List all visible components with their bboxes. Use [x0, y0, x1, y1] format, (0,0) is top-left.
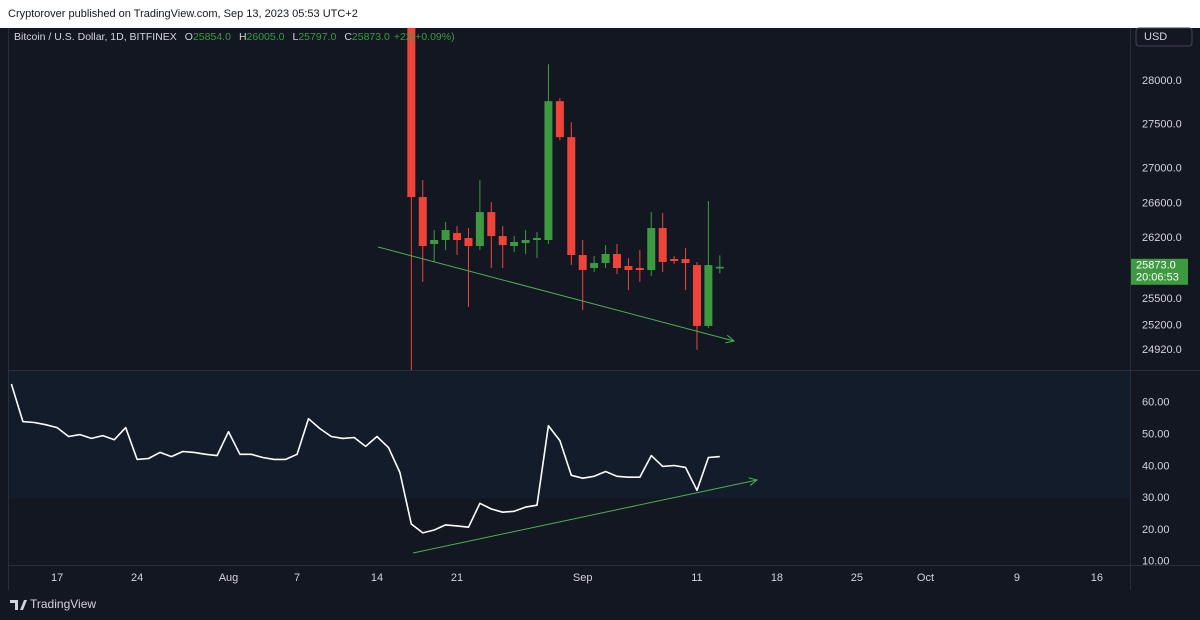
- candle-body: [635, 268, 644, 271]
- y-tick-label: 28000.0: [1142, 75, 1182, 87]
- ohlc-key: H: [239, 31, 247, 43]
- x-tick-label: 17: [51, 572, 63, 584]
- candle-body: [544, 101, 553, 241]
- candle-body: [681, 259, 690, 264]
- y-tick-label: 24920.0: [1142, 344, 1182, 356]
- y-tick-label: 27000.0: [1142, 162, 1182, 174]
- ohlc-value: 25797.0: [298, 31, 336, 43]
- y-tick-label: 25500.0: [1142, 293, 1182, 305]
- x-tick-label: 14: [371, 572, 383, 584]
- ohlc-value: 25873.0: [352, 31, 390, 43]
- ohlc-key: O: [185, 31, 193, 43]
- x-tick-label: 21: [451, 572, 463, 584]
- change-pct: (+0.09%): [412, 31, 455, 43]
- candle-body: [407, 28, 416, 198]
- publish-text: Cryptorover published on TradingView.com…: [8, 8, 358, 20]
- y-tick-label: 40.00: [1142, 460, 1170, 472]
- candle-body: [704, 265, 713, 326]
- candle-body: [715, 266, 724, 269]
- candle-body: [498, 236, 507, 246]
- ohlc-value: 26005.0: [247, 31, 285, 43]
- y-tick-label: 25200.0: [1142, 319, 1182, 331]
- x-tick-label: 24: [131, 572, 143, 584]
- candle-body: [441, 230, 450, 241]
- candle-body: [475, 212, 484, 247]
- x-tick-label: 9: [1014, 572, 1020, 584]
- candle-body: [590, 263, 599, 269]
- candle-body: [601, 253, 610, 264]
- candle-body: [647, 228, 656, 271]
- y-tick-label: 10.00: [1142, 556, 1170, 568]
- symbol: Bitcoin / U.S. Dollar, 1D, BITFINEX: [14, 31, 177, 43]
- publish-bar: [0, 0, 1200, 28]
- candle-body: [418, 197, 427, 247]
- candle-body: [692, 265, 701, 326]
- candle-body: [555, 101, 564, 138]
- footer: [0, 590, 1200, 620]
- candle-body: [510, 242, 519, 247]
- currency: USD: [1144, 31, 1167, 43]
- brand: TradingView: [30, 597, 96, 611]
- ohlc-key: C: [344, 31, 352, 43]
- trend-line: [412, 480, 757, 554]
- y-tick-label: 26600.0: [1142, 197, 1182, 209]
- currency-box[interactable]: [1135, 27, 1193, 47]
- x-tick-label: 18: [771, 572, 783, 584]
- y-tick-label: 50.00: [1142, 429, 1170, 441]
- x-tick-label: Oct: [917, 572, 934, 584]
- ohlc-key: L: [293, 31, 299, 43]
- x-tick-label: 11: [691, 572, 702, 584]
- x-tick-label: 7: [294, 572, 300, 584]
- y-tick-label: 30.00: [1142, 492, 1170, 504]
- countdown: 20:06:53: [1136, 272, 1179, 284]
- brand-logo: [10, 600, 27, 610]
- legend: Bitcoin / U.S. Dollar, 1D, BITFINEX O2585…: [14, 31, 455, 43]
- rsi-band: [8, 371, 1130, 499]
- candle-body: [521, 240, 530, 244]
- trend-line: [377, 246, 734, 341]
- rsi-line: [10, 383, 720, 534]
- y-tick-label: 60.00: [1142, 397, 1170, 409]
- candle-body: [430, 240, 439, 245]
- x-tick-label: Aug: [219, 572, 239, 584]
- candle-body: [624, 266, 633, 271]
- last-price-label: 25873.0: [1136, 260, 1176, 272]
- y-tick-label: 20.00: [1142, 524, 1170, 536]
- ohlc-value: 25854.0: [193, 31, 231, 43]
- y-tick-label: 26200.0: [1142, 232, 1182, 244]
- candle-body: [567, 137, 576, 256]
- y-tick-label: 27500.0: [1142, 119, 1182, 131]
- candle-body: [670, 259, 679, 262]
- change: +22: [394, 31, 412, 43]
- candle-body: [612, 253, 621, 269]
- x-tick-label: Sep: [573, 572, 593, 584]
- candle-body: [453, 233, 462, 241]
- x-tick-label: 25: [851, 572, 863, 584]
- candle-body: [464, 237, 473, 247]
- last-price-box: [1131, 258, 1188, 285]
- candle-body: [578, 255, 587, 271]
- candle-body: [533, 237, 542, 241]
- candle-body: [658, 228, 667, 262]
- candle-body: [487, 212, 496, 237]
- x-tick-label: 16: [1091, 572, 1103, 584]
